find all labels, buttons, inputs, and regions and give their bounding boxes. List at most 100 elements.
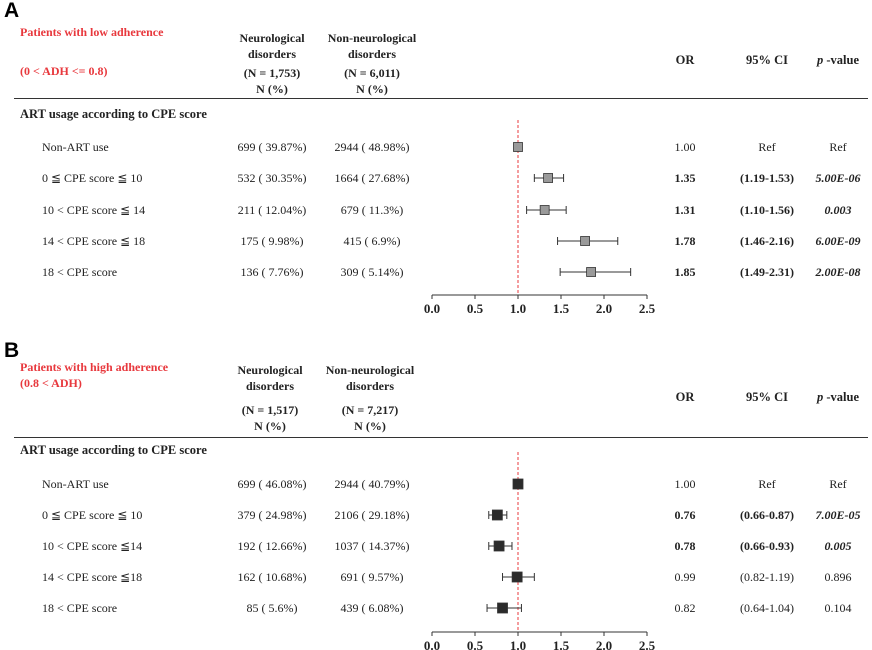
x-tick-label: 0.0: [424, 301, 440, 316]
or-value: 1.00: [674, 477, 696, 491]
x-tick-label: 1.0: [510, 301, 526, 316]
neuro-count: 211 ( 12.04%): [237, 203, 307, 217]
row-label: 0 ≦ CPE score ≦ 10: [42, 171, 143, 185]
ci-value: (1.10-1.56): [740, 203, 794, 217]
panel-title: Patients with high adherence: [20, 360, 169, 374]
row-label: Non-ART use: [42, 140, 109, 154]
row-label: 14 < CPE score ≦ 18: [42, 234, 146, 248]
or-marker: [497, 602, 508, 614]
nonneuro-count: 2944 ( 40.79%): [334, 477, 410, 491]
nonneuro-count: 415 ( 6.9%): [343, 234, 401, 248]
panel-title: Patients with low adherence: [20, 25, 164, 39]
x-tick-label: 0.0: [424, 638, 440, 650]
panel-label: B: [4, 339, 20, 362]
p-value-header: p -value: [806, 53, 870, 68]
x-tick-label: 0.5: [467, 301, 484, 316]
or-marker: [586, 267, 597, 277]
p-value: 6.00E-09: [815, 234, 861, 248]
neuro-count: 162 ( 10.68%): [237, 570, 307, 584]
row-label: 10 < CPE score ≦ 14: [42, 203, 146, 217]
nonneuro-count: 679 ( 11.3%): [340, 203, 404, 217]
x-tick-label: 0.5: [467, 638, 484, 650]
panel-subtitle: (0 < ADH <= 0.8): [20, 64, 108, 78]
nonneuro-count: 309 ( 5.14%): [340, 265, 404, 279]
ci-header: 95% CI: [745, 390, 789, 404]
neuro-header-line1: Neurological: [239, 31, 305, 45]
neuro-header-unit: N (%): [256, 82, 288, 96]
section-header: ART usage according to CPE score: [20, 443, 207, 457]
nonneuro-count: 2106 ( 29.18%): [334, 508, 410, 522]
neuro-count: 175 ( 9.98%): [240, 234, 304, 248]
ci-value: (1.49-2.31): [740, 265, 794, 279]
ci-value: Ref: [758, 140, 776, 154]
row-label: 10 < CPE score ≦14: [42, 539, 143, 553]
nonneuro-count: 1664 ( 27.68%): [334, 171, 410, 185]
p-value: 0.005: [824, 539, 852, 553]
row-label: 18 < CPE score: [42, 601, 118, 615]
p-value: Ref: [829, 140, 847, 154]
header-divider: [14, 437, 868, 438]
row-label: 0 ≦ CPE score ≦ 10: [42, 508, 143, 522]
ci-header: 95% CI: [745, 53, 789, 67]
p-italic: p: [816, 53, 824, 67]
x-tick-label: 1.5: [553, 301, 570, 316]
panel-subtitle: (0.8 < ADH): [20, 376, 82, 390]
section-header: ART usage according to CPE score: [20, 107, 207, 121]
neuro-count: 379 ( 24.98%): [237, 508, 307, 522]
p-value-header: p -value: [806, 390, 870, 405]
nonneuro-header-n: (N = 7,217): [341, 403, 399, 417]
or-value: 1.00: [674, 140, 696, 154]
nonneuro-header-line1: Non-neurological: [325, 363, 415, 377]
neuro-column-header: Neurological disorders (N = 1,753) N (%): [222, 30, 322, 97]
or-value: 0.82: [674, 601, 696, 615]
or-marker: [491, 509, 503, 521]
ci-value: (0.66-0.87): [740, 508, 794, 522]
or-value: 1.31: [674, 203, 696, 217]
p-value: 7.00E-05: [815, 508, 861, 522]
or-marker: [580, 236, 590, 246]
neuro-column-header: Neurological disorders (N = 1,517) N (%): [220, 362, 320, 434]
ci-value: (1.19-1.53): [740, 171, 794, 185]
ci-value: (0.64-1.04): [740, 601, 794, 615]
or-header: OR: [675, 53, 695, 67]
nonneuro-header-line1: Non-neurological: [327, 31, 417, 45]
p-suffix: -value: [823, 53, 859, 67]
neuro-header-unit: N (%): [254, 419, 286, 433]
nonneuro-header-line2: disorders: [346, 379, 394, 393]
or-marker: [543, 173, 553, 183]
row-label: 18 < CPE score: [42, 265, 118, 279]
neuro-count: 532 ( 30.35%): [237, 171, 307, 185]
or-value: 0.99: [674, 570, 696, 584]
ci-value: (0.66-0.93): [740, 539, 794, 553]
p-value: 0.003: [824, 203, 852, 217]
ci-value: (1.46-2.16): [740, 234, 794, 248]
x-tick-label: 2.5: [639, 301, 656, 316]
or-marker: [513, 142, 523, 152]
x-tick-label: 1.5: [553, 638, 570, 650]
or-value: 1.85: [674, 265, 696, 279]
or-value: 1.78: [674, 234, 696, 248]
neuro-header-line2: disorders: [246, 379, 294, 393]
neuro-header-n: (N = 1,753): [243, 66, 301, 80]
row-label: Non-ART use: [42, 477, 109, 491]
neuro-count: 136 ( 7.76%): [240, 265, 304, 279]
or-value: 0.76: [674, 508, 696, 522]
forest-plot: 0.0 0.5 1.0 1.5 2.0 2.5: [424, 120, 656, 316]
nonneuro-count: 439 ( 6.08%): [340, 601, 404, 615]
nonneuro-count: 1037 ( 14.37%): [334, 539, 410, 553]
neuro-header-n: (N = 1,517): [241, 403, 299, 417]
neuro-count: 699 ( 39.87%): [237, 140, 307, 154]
or-marker: [511, 571, 523, 583]
p-value: Ref: [829, 477, 847, 491]
p-value: 0.896: [824, 570, 852, 584]
neuro-header-line1: Neurological: [237, 363, 303, 377]
nonneuro-count: 2944 ( 48.98%): [334, 140, 410, 154]
header-divider: [14, 98, 868, 99]
panel-label: A: [4, 0, 20, 22]
or-marker: [539, 205, 550, 215]
x-tick-label: 2.5: [639, 638, 656, 650]
x-tick-label: 1.0: [510, 638, 526, 650]
panel-b: B Patients with high adherence (0.8 < AD…: [0, 339, 872, 650]
p-value: 2.00E-08: [815, 265, 861, 279]
neuro-count: 85 ( 5.6%): [246, 601, 298, 615]
